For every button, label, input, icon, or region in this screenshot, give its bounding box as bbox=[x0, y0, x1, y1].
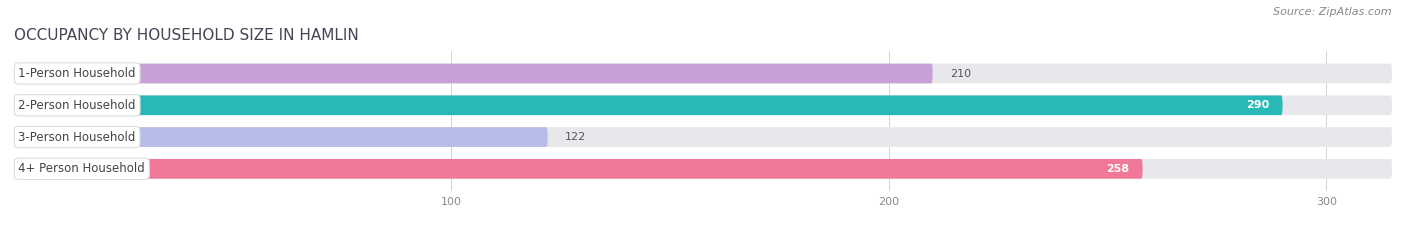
Text: 122: 122 bbox=[565, 132, 586, 142]
Text: Source: ZipAtlas.com: Source: ZipAtlas.com bbox=[1274, 7, 1392, 17]
FancyBboxPatch shape bbox=[14, 96, 1392, 115]
FancyBboxPatch shape bbox=[14, 159, 1143, 179]
Text: 3-Person Household: 3-Person Household bbox=[18, 130, 136, 144]
Text: 1-Person Household: 1-Person Household bbox=[18, 67, 136, 80]
FancyBboxPatch shape bbox=[14, 159, 1392, 179]
Text: 210: 210 bbox=[950, 69, 972, 79]
Text: 258: 258 bbox=[1107, 164, 1129, 174]
FancyBboxPatch shape bbox=[14, 127, 548, 147]
Text: OCCUPANCY BY HOUSEHOLD SIZE IN HAMLIN: OCCUPANCY BY HOUSEHOLD SIZE IN HAMLIN bbox=[14, 28, 359, 43]
Text: 2-Person Household: 2-Person Household bbox=[18, 99, 136, 112]
Text: 4+ Person Household: 4+ Person Household bbox=[18, 162, 145, 175]
FancyBboxPatch shape bbox=[14, 64, 1392, 83]
FancyBboxPatch shape bbox=[14, 64, 932, 83]
FancyBboxPatch shape bbox=[14, 127, 1392, 147]
Text: 290: 290 bbox=[1246, 100, 1270, 110]
FancyBboxPatch shape bbox=[14, 96, 1282, 115]
